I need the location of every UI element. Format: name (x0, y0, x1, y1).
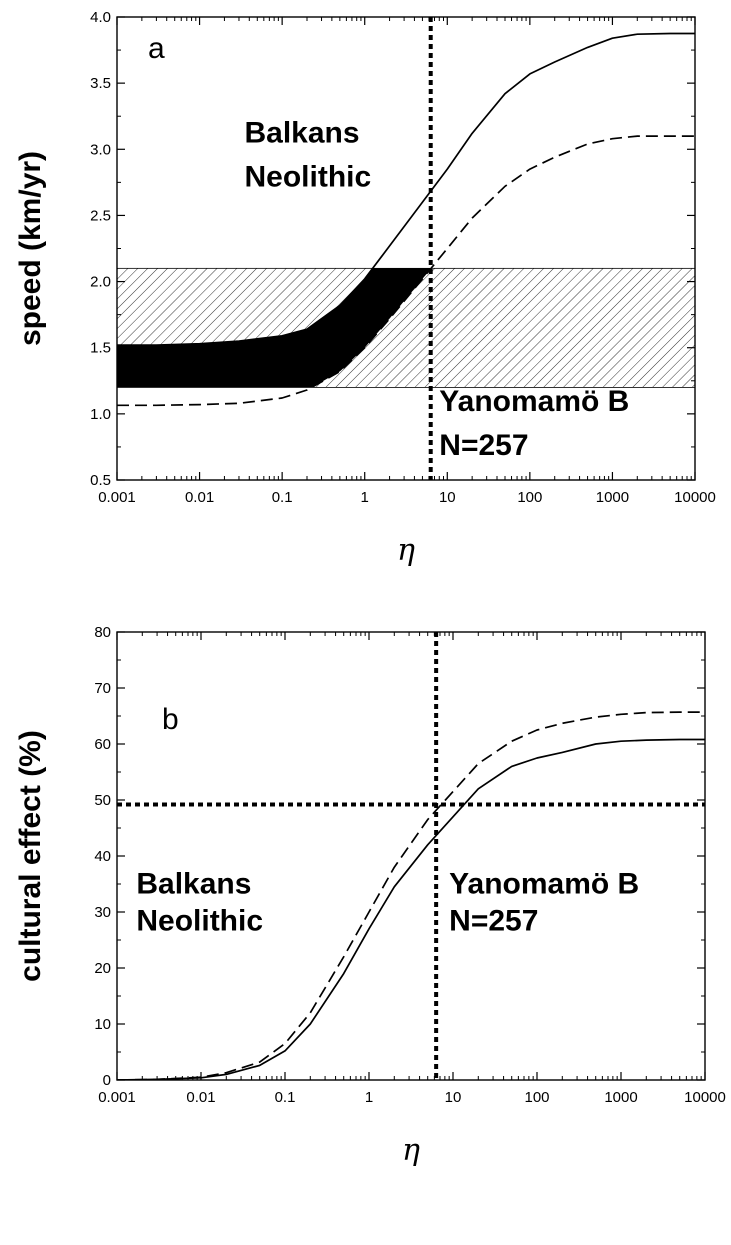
panel-b-cultural-effect-chart: 0.001 0.01 0.1 1 10 100 1000 10000 0 10 20 30 40 50 60… (14, 624, 726, 1168)
panel-letter: a (148, 32, 165, 65)
y-tick-label: 60 (94, 736, 111, 753)
plot-area (117, 17, 695, 480)
y-tick-label: 50 (94, 792, 111, 809)
annotation-label: N=257 (439, 429, 528, 462)
x-tick-label: 0.001 (98, 489, 136, 506)
y-tick-label: 4.0 (90, 9, 111, 26)
y-tick-label: 3.0 (90, 141, 111, 158)
y-tick-label: 20 (94, 960, 111, 977)
x-tick-label: 0.001 (98, 1089, 136, 1106)
y-tick-label: 1.0 (90, 406, 111, 423)
series-line-dashed (117, 135, 695, 407)
series-line-solid (117, 738, 705, 1080)
x-tick-label: 10 (445, 1089, 462, 1106)
y-tick-label: 0.5 (90, 472, 111, 489)
panel-a-speed-chart: 0.001 0.01 0.1 1 10 100 1000 10000 0.5 1.0 1.5 2.0 2… (14, 9, 716, 568)
y-tick-label: 70 (94, 680, 111, 697)
x-tick-label: 0.01 (186, 1089, 215, 1106)
x-tick-label: 100 (517, 489, 542, 506)
x-tick-label: 10000 (674, 489, 716, 506)
annotation-label: Yanomamö B (449, 868, 639, 901)
x-tick-label: 10000 (684, 1089, 726, 1106)
filled-overlap-region (117, 268, 432, 388)
plot-area (117, 632, 705, 1080)
annotation-label: Neolithic (136, 904, 263, 937)
y-tick-label: 2.0 (90, 274, 111, 291)
annotation-label: Neolithic (244, 160, 371, 193)
y-tick-label: 30 (94, 904, 111, 921)
axes-frame (116, 631, 706, 1081)
x-tick-label: 10 (439, 489, 456, 506)
annotation-label: Yanomamö B (439, 385, 629, 418)
x-tick-label: 0.01 (185, 489, 214, 506)
y-tick-label: 40 (94, 848, 111, 865)
x-tick-label: 1000 (604, 1089, 637, 1106)
y-tick-label: 3.5 (90, 75, 111, 92)
annotation-label: N=257 (449, 904, 538, 937)
series-line-dashed (117, 711, 705, 1080)
y-axis-label: cultural effect (%) (14, 730, 47, 982)
annotation-label: Balkans (136, 868, 251, 901)
panel-letter: b (162, 703, 179, 736)
x-axis-label: η (402, 1133, 420, 1168)
x-tick-label: 1 (365, 1089, 373, 1106)
y-tick-label: 2.5 (90, 207, 111, 224)
annotation-label: Balkans (244, 117, 359, 150)
series-line-solid (117, 32, 695, 346)
y-axis-label: speed (km/yr) (14, 151, 47, 346)
y-tick-label: 0 (103, 1072, 111, 1089)
x-tick-label: 1 (361, 489, 369, 506)
y-tick-label: 1.5 (90, 340, 111, 357)
x-tick-label: 1000 (596, 489, 629, 506)
y-tick-label: 10 (94, 1016, 111, 1033)
y-tick-label: 80 (94, 624, 111, 641)
x-tick-label: 0.1 (275, 1089, 296, 1106)
x-tick-label: 0.1 (272, 489, 293, 506)
x-axis-label: η (397, 533, 415, 568)
x-tick-label: 100 (524, 1089, 549, 1106)
